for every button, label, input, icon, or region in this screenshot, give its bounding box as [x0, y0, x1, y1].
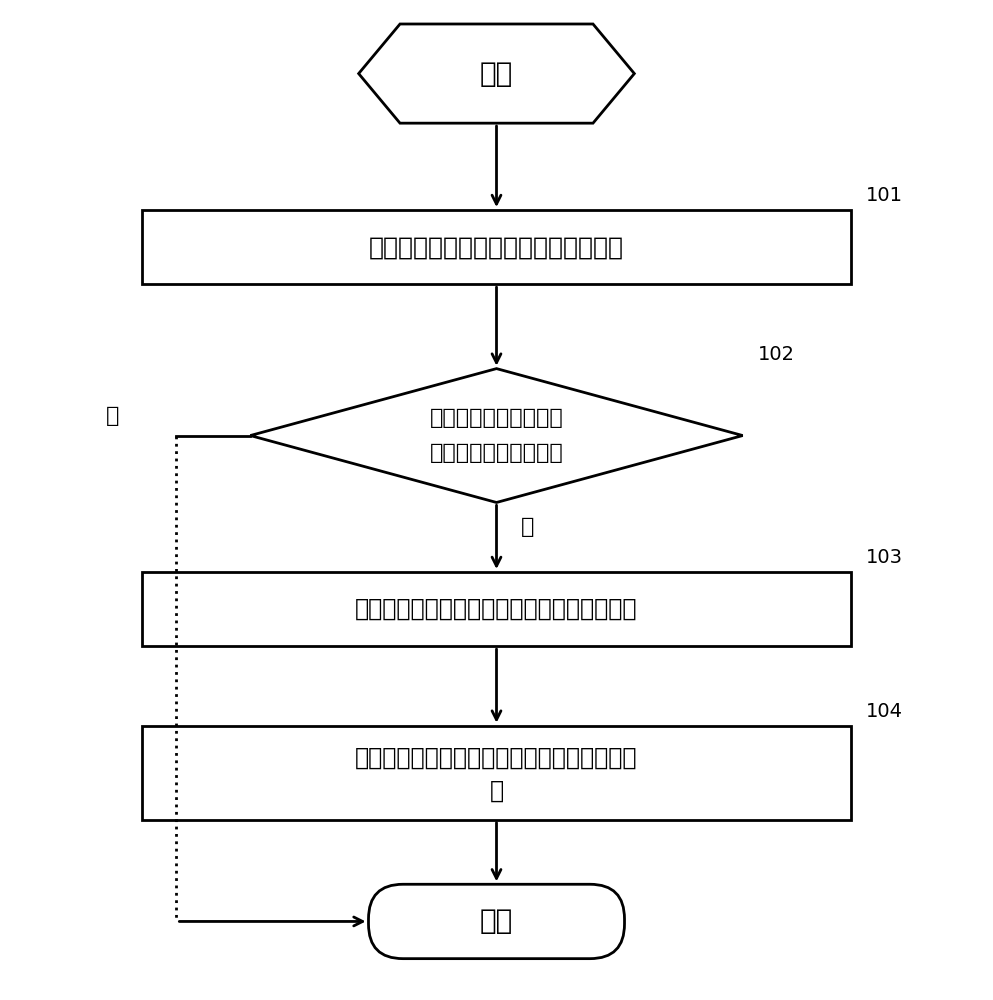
FancyBboxPatch shape: [142, 726, 851, 820]
Text: 将预设通信账号的头像设置为所述第一目标图: 将预设通信账号的头像设置为所述第一目标图: [355, 746, 638, 770]
Text: 是否超出预设区域范围: 是否超出预设区域范围: [430, 443, 563, 463]
Text: 103: 103: [866, 548, 903, 567]
Text: 开始: 开始: [480, 60, 513, 88]
Text: 101: 101: [866, 186, 903, 205]
Text: 否: 否: [106, 406, 119, 426]
Polygon shape: [250, 369, 743, 502]
Text: 104: 104: [866, 702, 903, 721]
FancyBboxPatch shape: [368, 884, 625, 959]
Text: 判断所述第一地理位置: 判断所述第一地理位置: [430, 408, 563, 428]
Text: 像: 像: [490, 779, 503, 803]
Text: 102: 102: [758, 345, 794, 364]
Text: 检测所述移动终端所处的第一地理位置: 检测所述移动终端所处的第一地理位置: [369, 235, 624, 259]
FancyBboxPatch shape: [142, 572, 851, 646]
Text: 结束: 结束: [480, 907, 513, 935]
Text: 是: 是: [521, 517, 534, 537]
FancyBboxPatch shape: [142, 210, 851, 284]
Polygon shape: [358, 24, 635, 123]
Text: 获取与所述第一地理位置关联的第一目标图像: 获取与所述第一地理位置关联的第一目标图像: [355, 597, 638, 621]
